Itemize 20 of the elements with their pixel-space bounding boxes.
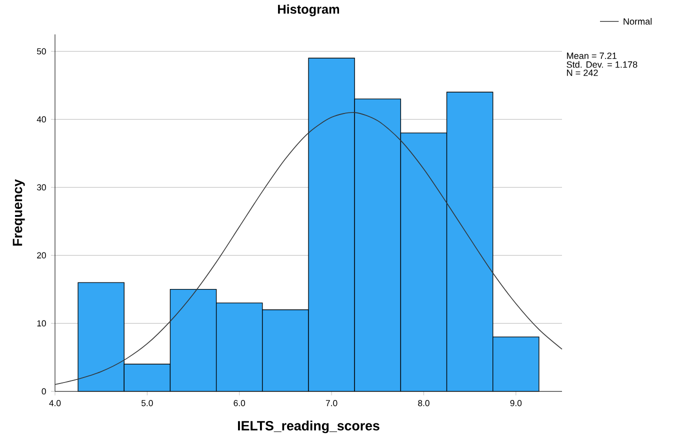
y-tick-label: 40 bbox=[36, 116, 46, 123]
text: N = 242 bbox=[567, 70, 598, 76]
y-tick-label: 30 bbox=[36, 184, 46, 191]
y-tick-label: 20 bbox=[37, 252, 46, 259]
x-tick-label: 7.0 bbox=[326, 400, 338, 406]
legend-label: Normal bbox=[624, 18, 652, 25]
x-tick-label: 9.0 bbox=[510, 400, 522, 406]
x-tick-label: 6.0 bbox=[234, 400, 246, 406]
y-tick-label: 50 bbox=[37, 48, 46, 55]
chart-title: Histogram bbox=[278, 4, 340, 16]
text: Std. Dev. = 1.178 bbox=[566, 61, 638, 68]
y-tick-label: 0 bbox=[42, 388, 46, 395]
text: Mean = 7.21 bbox=[567, 52, 616, 60]
x-tick-label: 4.0 bbox=[49, 400, 61, 406]
x-tick-label: 8.0 bbox=[418, 400, 430, 406]
line-series bbox=[54, 112, 562, 386]
y-tick-label: 10 bbox=[37, 320, 46, 327]
y-axis-title: Frequency bbox=[12, 179, 25, 246]
x-axis-title: IELTS_reading_scores bbox=[238, 420, 380, 434]
x-tick-label: 5.0 bbox=[142, 400, 153, 406]
